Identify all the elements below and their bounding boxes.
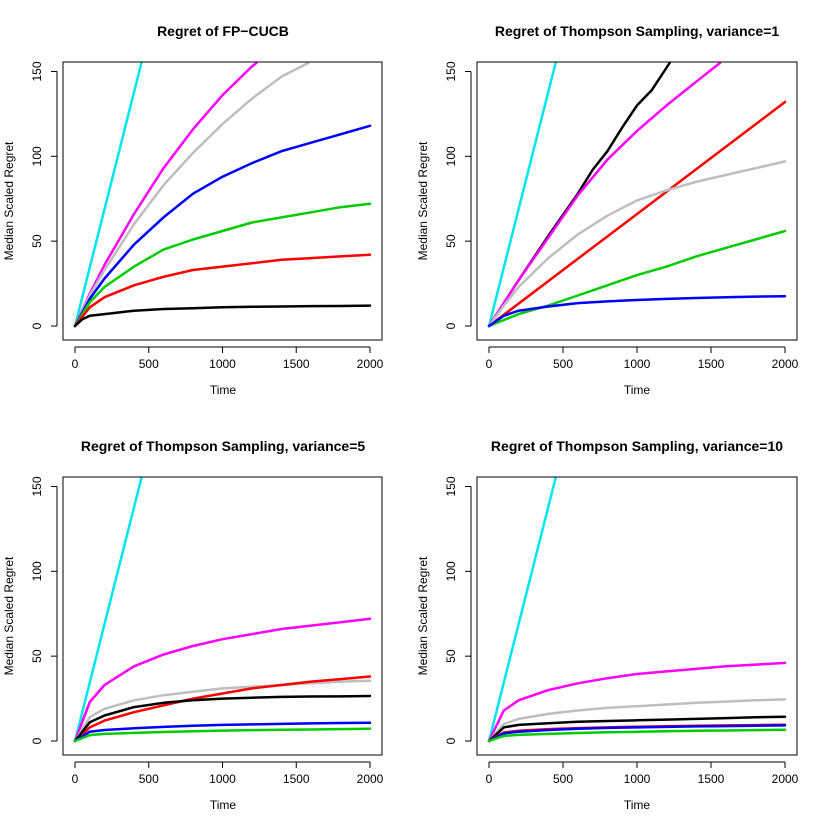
y-tick-label: 150	[444, 61, 458, 81]
x-tick-label: 2000	[357, 357, 384, 371]
series-line-blue	[487, 724, 787, 743]
series-line-black	[73, 694, 372, 743]
y-tick-label: 100	[30, 561, 44, 581]
x-tick-label: 500	[139, 357, 159, 371]
series-line-magenta	[73, 62, 258, 328]
series-line-cyan	[73, 477, 143, 743]
y-tick-label: 150	[444, 476, 458, 496]
y-tick-label: 100	[444, 561, 458, 581]
series-line-black	[487, 715, 787, 743]
series-line-red	[487, 100, 787, 328]
x-tick-label: 2000	[357, 772, 384, 786]
x-tick-label: 1000	[209, 772, 236, 786]
x-tick-label: 0	[72, 357, 79, 371]
x-tick-label: 500	[553, 357, 573, 371]
y-axis-label: Median Scaled Regret	[416, 141, 430, 260]
series-line-black	[73, 304, 372, 328]
x-tick-label: 1500	[283, 772, 310, 786]
y-tick-label: 50	[30, 649, 44, 663]
series-line-cyan	[487, 477, 557, 743]
plot-frame	[62, 61, 383, 341]
y-tick-label: 0	[30, 737, 44, 744]
x-tick-label: 2000	[772, 772, 799, 786]
y-axis-label: Median Scaled Regret	[2, 556, 16, 675]
series-line-blue	[73, 124, 372, 328]
series-line-magenta	[73, 617, 372, 743]
series-line-magenta	[487, 62, 722, 328]
x-tick-label: 0	[72, 772, 79, 786]
chart-panel-4: Regret of Thompson Sampling, variance=10…	[416, 438, 799, 812]
series-line-green	[487, 229, 787, 328]
chart-panel-1: Regret of FP−CUCB 0 500 1000 1500 2000 Time 0 50…	[2, 23, 384, 397]
x-axis-label: Time	[210, 798, 237, 812]
x-axis-label: Time	[624, 383, 651, 397]
x-axis-label: Time	[210, 383, 237, 397]
plot-frame	[62, 476, 383, 756]
series-line-cyan	[487, 62, 557, 328]
series-line-gray	[487, 160, 787, 328]
chart-title: Regret of Thompson Sampling, variance=1	[495, 23, 780, 39]
plot-frame	[476, 476, 798, 756]
x-tick-label: 500	[139, 772, 159, 786]
chart-title: Regret of FP−CUCB	[157, 23, 289, 39]
x-tick-label: 2000	[772, 357, 799, 371]
series-line-green	[73, 727, 372, 743]
x-tick-label: 0	[486, 772, 493, 786]
series-group	[73, 62, 372, 328]
series-group	[487, 477, 787, 743]
series-line-red	[73, 253, 372, 328]
chart-title: Regret of Thompson Sampling, variance=5	[81, 438, 366, 454]
x-axis-label: Time	[624, 798, 651, 812]
chart-panel-2: Regret of Thompson Sampling, variance=1 0…	[416, 23, 799, 397]
x-tick-label: 1500	[283, 357, 310, 371]
x-tick-label: 1000	[209, 357, 236, 371]
series-line-gray	[487, 698, 787, 743]
y-axis-label: Median Scaled Regret	[2, 141, 16, 260]
series-line-green	[73, 202, 372, 328]
chart-panel-3: Regret of Thompson Sampling, variance=5 0…	[2, 438, 384, 812]
series-line-green	[487, 728, 787, 743]
x-tick-label: 0	[486, 357, 493, 371]
series-line-gray	[73, 62, 310, 328]
y-tick-label: 100	[30, 146, 44, 166]
x-tick-label: 500	[553, 772, 573, 786]
series-line-blue	[73, 721, 372, 743]
chart-title: Regret of Thompson Sampling, variance=10	[491, 438, 783, 454]
y-tick-label: 150	[30, 476, 44, 496]
series-line-red	[73, 675, 372, 743]
series-group	[487, 62, 787, 328]
y-tick-label: 50	[30, 234, 44, 248]
series-line-gray	[73, 679, 372, 743]
plot-frame	[476, 61, 798, 341]
x-tick-label: 1500	[698, 357, 725, 371]
series-group	[73, 477, 372, 743]
series-line-cyan	[73, 62, 143, 328]
y-tick-label: 100	[444, 146, 458, 166]
x-tick-label: 1500	[698, 772, 725, 786]
y-tick-label: 150	[30, 61, 44, 81]
y-tick-label: 50	[444, 649, 458, 663]
y-tick-label: 0	[444, 737, 458, 744]
y-axis-label: Median Scaled Regret	[416, 556, 430, 675]
series-line-blue	[487, 295, 787, 328]
x-tick-label: 1000	[624, 772, 651, 786]
x-tick-label: 1000	[624, 357, 651, 371]
series-line-magenta	[487, 661, 787, 743]
y-tick-label: 50	[444, 234, 458, 248]
y-tick-label: 0	[30, 322, 44, 329]
y-tick-label: 0	[444, 322, 458, 329]
